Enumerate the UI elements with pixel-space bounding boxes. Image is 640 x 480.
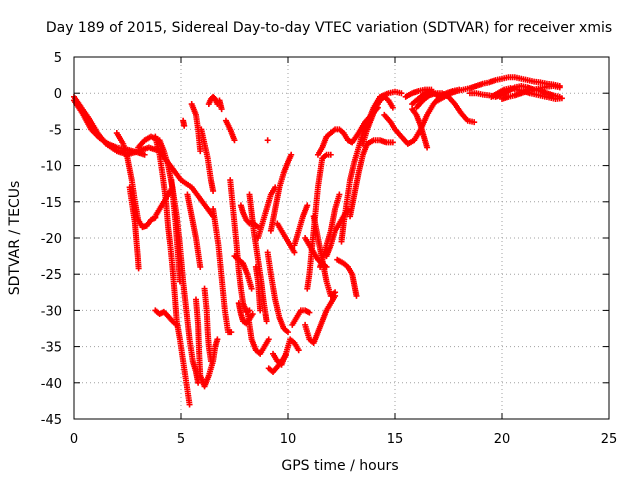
data-point xyxy=(332,289,339,296)
x-tick-label: 20 xyxy=(494,432,511,447)
axis-ticks xyxy=(73,56,610,420)
data-point xyxy=(197,263,204,270)
data-point xyxy=(353,292,360,299)
data-point xyxy=(264,137,271,144)
y-tick-labels: 5 0 -5 -10 -15 -20 -25 -30 -35 -40 -45 xyxy=(41,51,62,428)
data-point xyxy=(306,309,313,316)
x-tick-label: 25 xyxy=(601,432,618,447)
data-point xyxy=(231,137,238,144)
data-point xyxy=(558,95,565,102)
data-point xyxy=(173,321,180,328)
x-tick-label: 5 xyxy=(177,432,185,447)
y-tick-label: -30 xyxy=(41,304,62,319)
data-point xyxy=(257,307,264,314)
x-tick-label: 15 xyxy=(387,432,404,447)
data-point xyxy=(265,336,272,343)
data-point xyxy=(336,191,343,198)
y-tick-label: -40 xyxy=(41,377,62,392)
data-point xyxy=(327,151,334,158)
data-point xyxy=(218,106,225,113)
data-point xyxy=(197,148,204,155)
data-point xyxy=(389,139,396,146)
y-tick-label: -35 xyxy=(41,341,62,356)
y-tick-label: -20 xyxy=(41,232,62,247)
data-point xyxy=(304,202,311,209)
data-point xyxy=(210,187,217,194)
data-point xyxy=(214,336,221,343)
data-points xyxy=(71,74,565,408)
data-point xyxy=(141,151,148,158)
data-point xyxy=(389,104,396,111)
data-point xyxy=(181,122,188,129)
data-point xyxy=(248,285,255,292)
data-point xyxy=(295,347,302,354)
data-point xyxy=(228,329,235,336)
y-tick-label: -10 xyxy=(41,160,62,175)
data-point xyxy=(263,318,270,325)
data-point xyxy=(398,90,405,97)
y-tick-label: -25 xyxy=(41,268,62,283)
y-axis-label: SDTVAR / TECUs xyxy=(7,181,23,296)
chart-title: Day 189 of 2015, Sidereal Day-to-day VTE… xyxy=(46,20,612,36)
data-point xyxy=(207,358,214,365)
y-tick-label: -45 xyxy=(41,413,62,428)
data-point xyxy=(186,401,193,408)
y-tick-label: -5 xyxy=(49,123,62,138)
x-axis-label: GPS time / hours xyxy=(281,458,398,474)
x-tick-label: 0 xyxy=(70,432,78,447)
data-point xyxy=(556,84,563,91)
data-point xyxy=(471,119,478,126)
data-point xyxy=(176,278,183,285)
data-point xyxy=(424,144,431,151)
y-tick-label: 5 xyxy=(54,51,62,66)
data-point xyxy=(282,352,289,359)
data-point xyxy=(291,249,298,256)
x-tick-label: 10 xyxy=(280,432,297,447)
y-tick-label: 0 xyxy=(54,87,62,102)
data-point xyxy=(285,329,291,336)
data-point xyxy=(288,151,295,158)
y-tick-label: -15 xyxy=(41,196,62,211)
x-tick-labels: 0 5 10 15 20 25 xyxy=(70,432,617,447)
data-point xyxy=(135,265,142,272)
